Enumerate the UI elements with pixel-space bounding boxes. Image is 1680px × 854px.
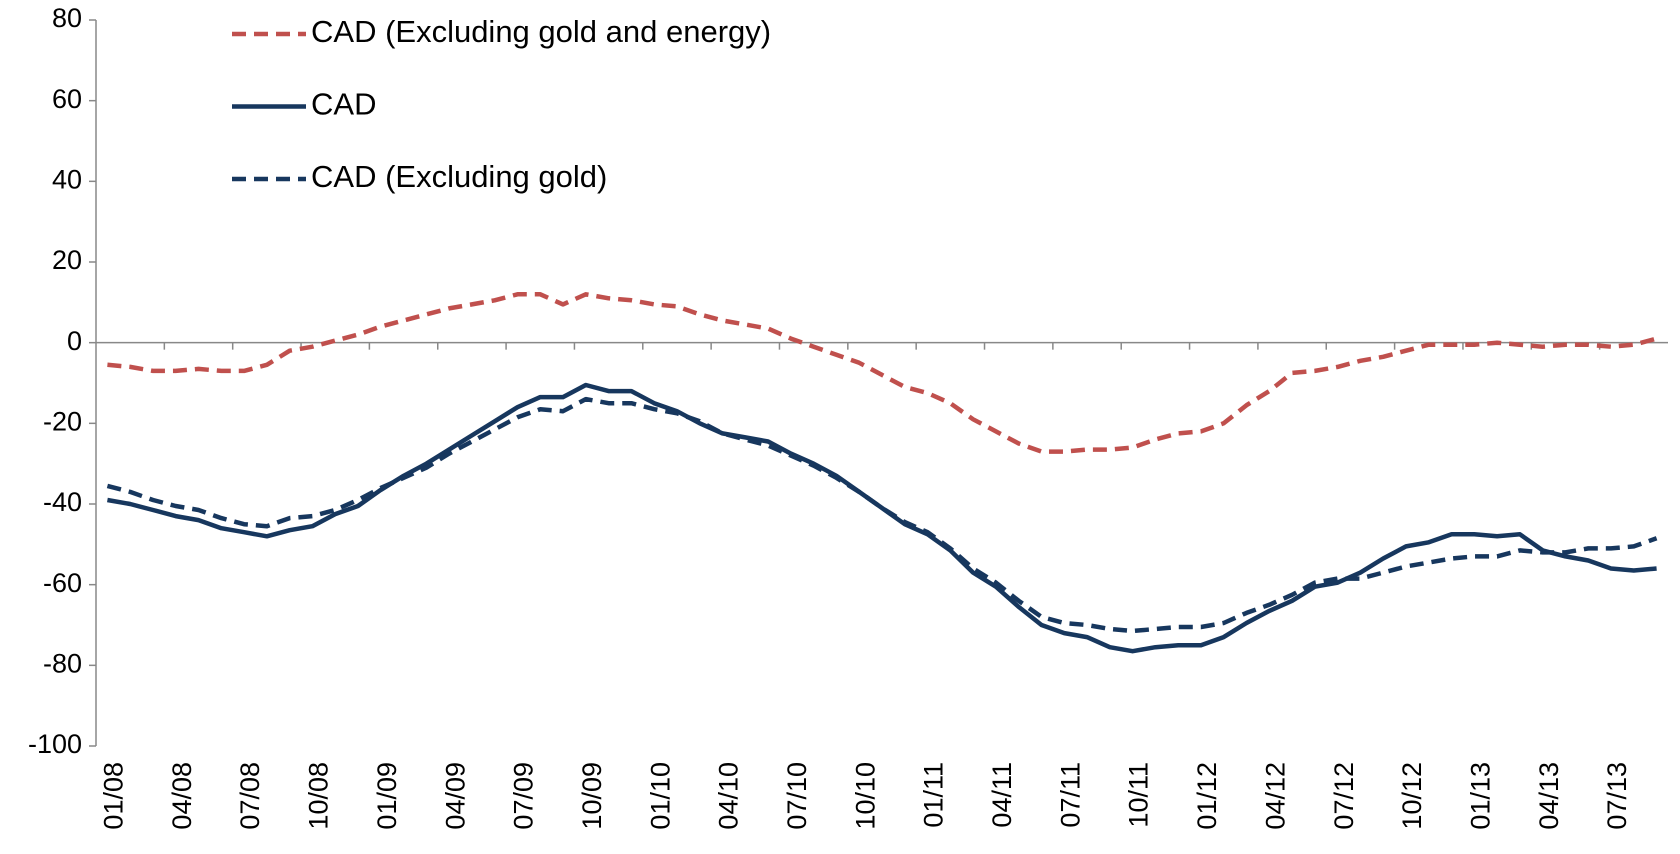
x-tick-label: 04/10 (714, 762, 744, 830)
series-line (107, 382, 1657, 654)
x-tick-label: 04/09 (440, 762, 470, 830)
x-tick-label: 01/08 (99, 762, 129, 830)
x-tick-label: 04/13 (1534, 762, 1564, 830)
x-tick-label: 07/09 (509, 762, 539, 830)
x-tick-label: 07/11 (1055, 762, 1085, 828)
x-tick-label: 04/12 (1260, 762, 1290, 830)
x-tick-label: 07/12 (1329, 762, 1359, 830)
x-tick-label: 04/11 (987, 762, 1017, 828)
legend-label: CAD (Excluding gold and energy) (311, 14, 771, 49)
y-tick-label: 60 (52, 84, 82, 114)
y-tick-label: -60 (43, 568, 82, 598)
y-tick-label: 20 (52, 245, 82, 275)
x-tick-label: 01/09 (372, 762, 402, 830)
y-tick-label: -100 (28, 729, 82, 759)
x-tick-label: 01/12 (1192, 762, 1222, 830)
x-tick-label: 07/10 (782, 762, 812, 830)
y-tick-label: 0 (67, 326, 82, 356)
y-tick-label: -80 (43, 648, 82, 678)
x-tick-label: 10/12 (1397, 762, 1427, 830)
x-tick-label: 10/11 (1124, 762, 1154, 828)
x-tick-label: 10/08 (304, 762, 334, 830)
legend-label: CAD (311, 87, 376, 122)
x-tick-label: 10/09 (577, 762, 607, 830)
y-tick-label: 40 (52, 164, 82, 194)
x-tick-label: 10/10 (850, 762, 880, 830)
x-tick-label: 01/13 (1465, 762, 1495, 830)
x-tick-label: 01/11 (919, 762, 949, 828)
x-tick-label: 04/08 (167, 762, 197, 830)
y-tick-label: -20 (43, 406, 82, 436)
x-tick-label: 07/13 (1602, 762, 1632, 830)
y-tick-label: -40 (43, 487, 82, 517)
legend-label: CAD (Excluding gold) (311, 159, 607, 194)
x-tick-label: 07/08 (235, 762, 265, 830)
series-line (107, 292, 1658, 454)
y-tick-label: 80 (52, 3, 82, 33)
x-tick-label: 01/10 (645, 762, 675, 830)
series-line (106, 396, 1658, 634)
